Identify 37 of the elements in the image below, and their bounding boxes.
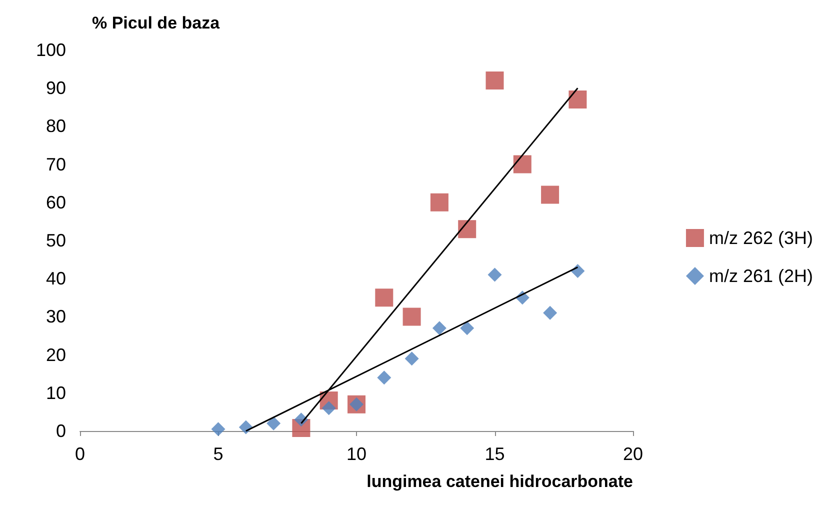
y-tick-label: 100 xyxy=(36,40,66,60)
point xyxy=(211,422,226,436)
y-tick-label: 10 xyxy=(46,382,66,403)
point xyxy=(486,71,504,90)
x-tick-label: 20 xyxy=(622,444,644,464)
point xyxy=(402,308,421,326)
legend-label: m/z 261 (2H) xyxy=(708,266,814,286)
y-axis-title: % Picul de baza xyxy=(92,14,220,32)
y-tick-label: 70 xyxy=(46,154,66,174)
x-tick-label: 15 xyxy=(484,444,505,464)
y-tick-label: 30 xyxy=(46,306,66,327)
y-tick-label: 50 xyxy=(46,230,66,250)
y-tick-label: 20 xyxy=(46,344,66,365)
point xyxy=(322,401,336,416)
y-tick-label: 80 xyxy=(46,116,66,136)
point xyxy=(513,155,532,174)
x-axis-title: lungimea catenei hidrocarbonate xyxy=(366,472,633,491)
point xyxy=(543,306,558,320)
point xyxy=(375,288,394,307)
y-tick-label: 90 xyxy=(46,78,66,98)
point xyxy=(488,268,502,282)
y-tick-label: 40 xyxy=(46,268,66,289)
x-tick-label: 5 xyxy=(213,444,224,464)
point xyxy=(266,416,281,430)
y-tick-label: 0 xyxy=(56,421,66,441)
point xyxy=(404,352,419,366)
point xyxy=(430,193,448,212)
point xyxy=(541,186,560,204)
point xyxy=(568,90,587,109)
legend-label: m/z 262 (3H) xyxy=(708,228,814,248)
x-tick-label: 0 xyxy=(74,444,86,464)
point xyxy=(432,321,446,336)
x-tick-label: 10 xyxy=(346,444,367,464)
point xyxy=(458,220,476,238)
y-tick-label: 60 xyxy=(46,192,66,212)
point xyxy=(377,370,392,385)
point xyxy=(460,321,474,336)
